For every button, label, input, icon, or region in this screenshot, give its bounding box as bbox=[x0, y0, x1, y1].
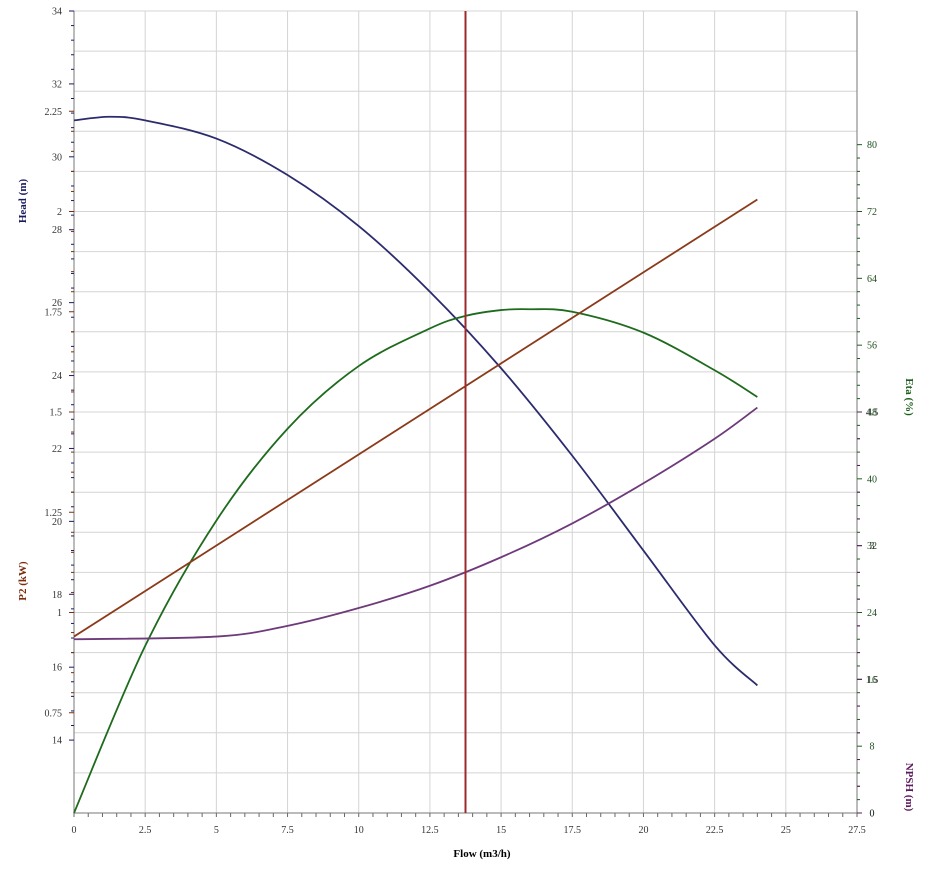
x-tick-label: 2.5 bbox=[139, 825, 152, 836]
head-tick-label: 30 bbox=[52, 152, 62, 163]
x-tick-label: 20 bbox=[638, 825, 648, 836]
p2-tick-label: 1 bbox=[57, 608, 62, 619]
x-tick-label: 15 bbox=[496, 825, 506, 836]
eta-curve bbox=[73, 308, 758, 814]
x-tick-label: 0 bbox=[72, 825, 77, 836]
x-tick-label: 25 bbox=[781, 825, 791, 836]
npsh-axis-title: NPSH (m) bbox=[903, 763, 915, 812]
head-tick-label: 18 bbox=[52, 590, 62, 601]
eta-tick-label: 80 bbox=[867, 140, 877, 151]
p2-tick-label: 1.25 bbox=[45, 508, 63, 519]
head-tick-label: 16 bbox=[52, 663, 62, 674]
head-tick-label: 34 bbox=[52, 7, 62, 18]
head-tick-labels: 14 16 18 20 22 24 26 28 30 32 34 bbox=[52, 7, 74, 747]
eta-tick-label: 32 bbox=[867, 541, 877, 552]
p2-tick-label: 2.25 bbox=[45, 107, 63, 118]
x-tick-label: 12.5 bbox=[421, 825, 439, 836]
x-tick-label: 5 bbox=[214, 825, 219, 836]
p2-curve bbox=[73, 198, 758, 638]
minor-ticks bbox=[73, 813, 858, 817]
head-curve bbox=[73, 115, 758, 687]
head-axis-title: Head (m) bbox=[17, 179, 29, 224]
x-tick-labels: 0 2.5 5 7.5 10 12.5 15 17.5 20 22.5 25 27.5 bbox=[72, 825, 866, 836]
eta-tick-label: 72 bbox=[867, 207, 877, 218]
p2-axis-title: P2 (kW) bbox=[17, 561, 29, 601]
p2-tick-labels: 0.75 1 1.25 1.5 1.75 2 2.25 bbox=[45, 107, 74, 719]
p2-tick-label: 1.5 bbox=[50, 408, 63, 419]
head-tick-label: 32 bbox=[52, 79, 62, 90]
npsh-curve bbox=[73, 406, 758, 641]
npsh-tick-label: 3 bbox=[870, 541, 875, 552]
eta-axis-title: Eta (%) bbox=[903, 378, 915, 416]
eta-tick-label: 8 bbox=[870, 742, 875, 753]
head-tick-label: 22 bbox=[52, 444, 62, 455]
head-tick-label: 24 bbox=[52, 371, 62, 382]
eta-tick-label: 24 bbox=[867, 608, 877, 619]
npsh-tick-label: 4.5 bbox=[866, 408, 879, 419]
eta-tick-label: 56 bbox=[867, 341, 877, 352]
x-tick-label: 27.5 bbox=[848, 825, 866, 836]
eta-tick-label: 48 bbox=[867, 408, 877, 419]
eta-tick-labels: 0 8 16 24 32 40 48 56 64 72 80 bbox=[857, 140, 877, 820]
p2-tick-label: 2 bbox=[57, 207, 62, 218]
npsh-tick-label: 0 bbox=[870, 809, 875, 820]
series-lines bbox=[73, 115, 758, 814]
p2-tick-label: 1.75 bbox=[45, 307, 63, 318]
x-tick-label: 22.5 bbox=[706, 825, 724, 836]
x-tick-label: 10 bbox=[354, 825, 364, 836]
x-tick-label: 17.5 bbox=[564, 825, 582, 836]
eta-tick-label: 16 bbox=[867, 675, 877, 686]
head-tick-label: 26 bbox=[52, 298, 62, 309]
eta-tick-label: 0 bbox=[870, 809, 875, 820]
p2-tick-label: 0.75 bbox=[45, 708, 63, 719]
eta-tick-label: 64 bbox=[867, 274, 877, 285]
head-tick-label: 20 bbox=[52, 517, 62, 528]
x-tick-label: 7.5 bbox=[281, 825, 294, 836]
npsh-tick-labels: 0 1.5 3 4.5 bbox=[857, 408, 878, 820]
head-tick-label: 28 bbox=[52, 225, 62, 236]
head-tick-label: 14 bbox=[52, 736, 62, 747]
eta-tick-label: 40 bbox=[867, 474, 877, 485]
x-axis-title: Flow (m3/h) bbox=[453, 848, 510, 860]
npsh-tick-label: 1.5 bbox=[866, 675, 879, 686]
